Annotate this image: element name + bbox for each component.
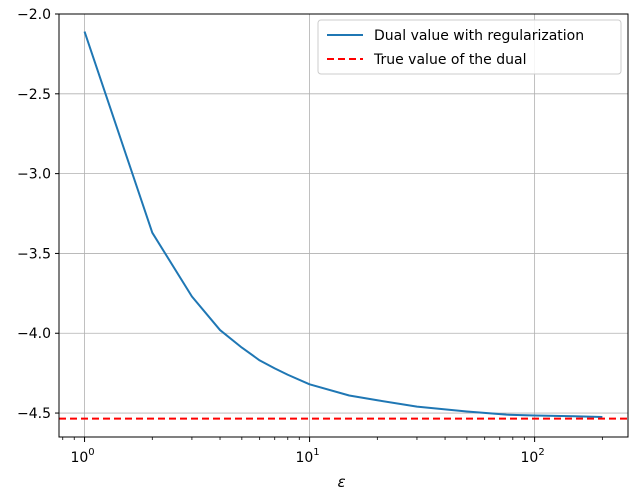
- grid: [59, 13, 628, 437]
- y-tick-label: −3.0: [17, 167, 51, 183]
- y-tick-label: −4.5: [17, 406, 51, 422]
- legend: Dual value with regularization True valu…: [317, 19, 622, 75]
- plot-frame: [58, 13, 629, 438]
- x-axis-label: ε: [337, 473, 345, 491]
- y-tick-label: −2.0: [17, 7, 51, 23]
- series-layer: [59, 31, 628, 420]
- y-tick-label: −4.0: [17, 326, 51, 342]
- x-tick-label: 102: [521, 447, 545, 466]
- y-tick-label: −2.5: [17, 87, 51, 103]
- x-tick-label: 101: [295, 447, 319, 466]
- y-tick-label: −3.5: [17, 246, 51, 262]
- legend-label-regularized: Dual value with regularization: [374, 28, 584, 44]
- series-regularized-line: [83, 31, 603, 419]
- x-tick-label: 100: [70, 447, 94, 466]
- legend-box: [317, 19, 622, 75]
- legend-label-true-value: True value of the dual: [373, 52, 526, 68]
- ticks: −2.0 −2.5 −3.0 −3.5 −4.0 −4.5 100 101 102: [17, 7, 603, 466]
